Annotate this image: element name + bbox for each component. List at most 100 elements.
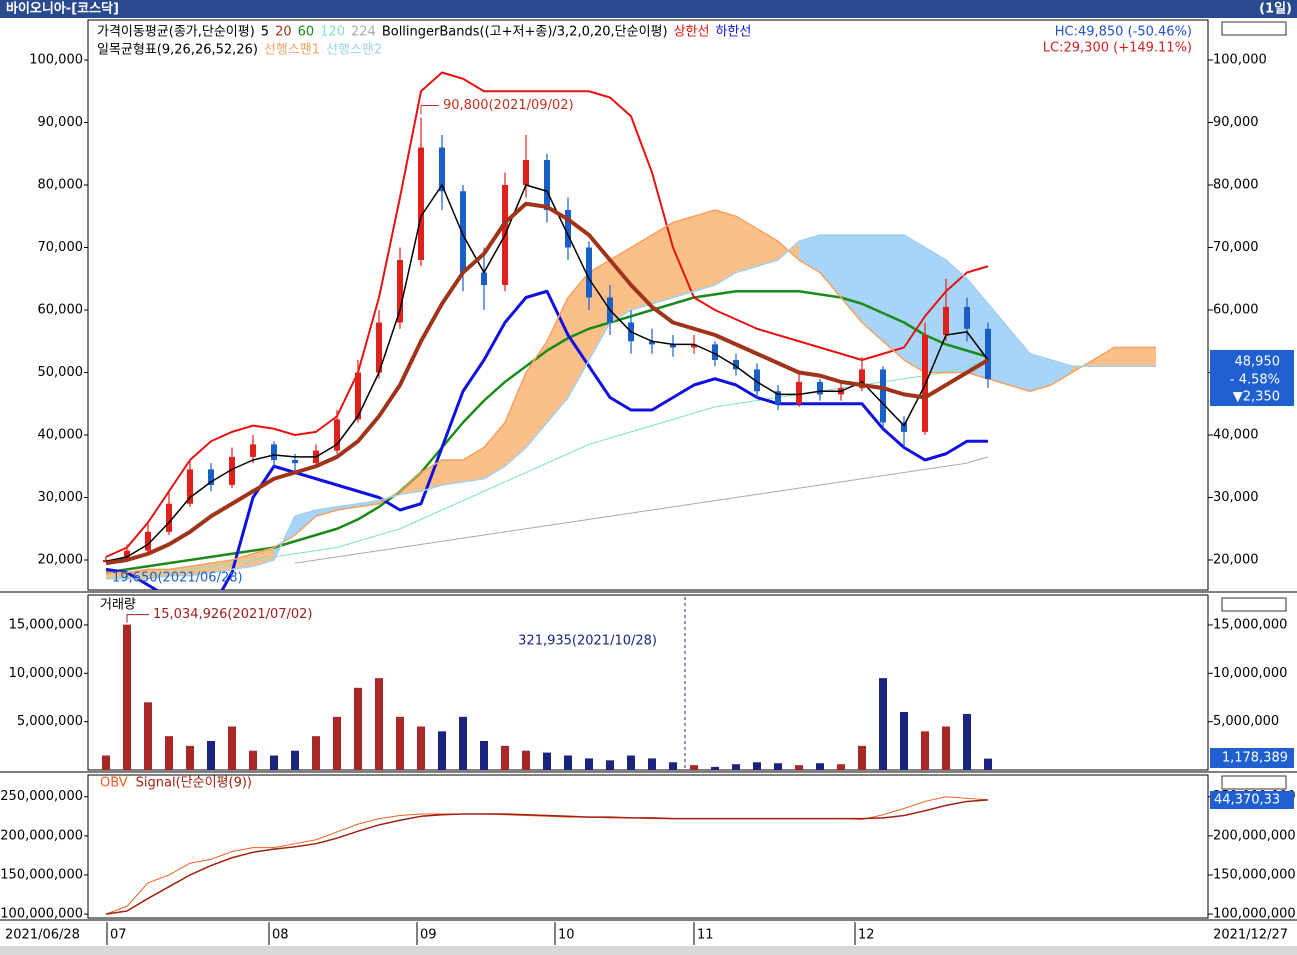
- volume-bar: [270, 755, 278, 770]
- y-tick-label: 10,000,000: [1213, 666, 1287, 681]
- candle-body: [397, 260, 403, 323]
- cloud: [505, 372, 526, 467]
- volume-bar: [354, 687, 362, 770]
- volume-bar: [858, 745, 866, 770]
- x-tick-label: 2021/12/27: [1213, 928, 1288, 943]
- cloud: [715, 210, 736, 285]
- volume-bar: [606, 760, 614, 770]
- legend-entry: 가격이동평균(종가,단순이평): [97, 25, 255, 40]
- volume-bar: [795, 765, 803, 770]
- candle-body: [439, 147, 445, 192]
- volume-bar: [837, 764, 845, 770]
- volume-bar: [816, 763, 824, 770]
- y-tick-label: 80,000: [38, 178, 84, 193]
- line: [105, 799, 989, 915]
- candle-body: [733, 360, 739, 370]
- price-plot: [103, 71, 1156, 590]
- candle-body: [964, 306, 970, 329]
- price-tag-text: ▼2,350: [1233, 390, 1280, 405]
- y-tick-label: 70,000: [1213, 240, 1259, 255]
- candle-body: [460, 191, 466, 273]
- y-tick-label: 5,000,000: [1213, 714, 1279, 729]
- cloud: [463, 447, 484, 482]
- annotation: 90,800(2021/09/02): [443, 98, 574, 113]
- y-tick-label: 15,000,000: [9, 617, 83, 632]
- y-tick-label: 200,000,000: [1213, 828, 1296, 843]
- candle-body: [376, 322, 382, 373]
- cloud: [904, 235, 925, 373]
- y-tick-label: 70,000: [38, 240, 84, 255]
- obv-plot: [105, 796, 989, 915]
- legend-entry: 120: [320, 25, 345, 40]
- volume-bar: [144, 702, 152, 770]
- volume-plot: [102, 624, 992, 770]
- line: [105, 71, 989, 558]
- y-tick-label: 100,000,000: [0, 907, 83, 922]
- volume-bar: [900, 711, 908, 770]
- cloud: [694, 210, 715, 292]
- y-tick-label: 15,000,000: [1213, 617, 1287, 632]
- y-tick-label: 60,000: [1213, 303, 1259, 318]
- value-tag: [1210, 791, 1294, 809]
- price-tag: [1210, 350, 1294, 406]
- obv-panel: [87, 774, 1209, 919]
- y-tick-label: 80,000: [1213, 178, 1259, 193]
- labels: 20,000 20,000 30,000 30,000 40,000 40,000 50,0…: [0, 25, 1296, 945]
- candle-body: [817, 381, 823, 395]
- candle-body: [754, 369, 760, 392]
- candle-body: [355, 372, 361, 420]
- x-tick-label: 09: [420, 928, 437, 943]
- cloud: [925, 247, 946, 373]
- candle-body: [145, 531, 151, 551]
- volume-bar: [501, 745, 509, 770]
- window-title: 바이오니아-[코스닥]: [6, 1, 119, 17]
- cloud: [526, 341, 547, 448]
- x-tick-label: 07: [110, 928, 127, 943]
- volume-bar: [879, 678, 887, 770]
- candle-body: [166, 503, 172, 532]
- y-tick-label: 100,000: [1213, 53, 1267, 68]
- cloud: [589, 260, 610, 360]
- volume-bar: [375, 678, 383, 770]
- x-tick-label: 10: [558, 928, 575, 943]
- candle-body: [271, 444, 277, 460]
- volume-bar: [921, 731, 929, 770]
- annotation: 15,034,926(2021/07/02): [153, 607, 313, 622]
- cloud: [358, 500, 379, 507]
- x-tick-label: 2021/06/28: [5, 928, 80, 943]
- y-tick-label: 200,000,000: [0, 828, 83, 843]
- legend-entry: 상한선: [674, 25, 710, 40]
- line: [105, 184, 989, 562]
- y-tick-label: 40,000: [38, 428, 84, 443]
- cloud: [1030, 353, 1051, 392]
- candle-body: [880, 369, 886, 423]
- candle-body: [586, 247, 592, 298]
- cloud: [1093, 347, 1114, 367]
- y-tick-label: 90,000: [1213, 115, 1259, 130]
- candle-body: [292, 460, 298, 464]
- line: [294, 456, 989, 564]
- volume-bar: [669, 762, 677, 770]
- price-tag-text: - 4.58%: [1230, 373, 1280, 388]
- legend-entry: Signal(단순이평(9)): [136, 776, 252, 791]
- legend-entry: 하한선: [715, 25, 751, 40]
- y-tick-label: 60,000: [38, 303, 84, 318]
- candle-body: [523, 160, 529, 185]
- legend-entry: 선행스팬2: [326, 42, 382, 58]
- title-bar: [0, 0, 1297, 18]
- legend-entry: BollingerBands((고+저+종)/3,2,0,20,단순이평): [382, 25, 668, 40]
- legend-entry: 60: [298, 25, 315, 40]
- candle-body: [418, 147, 424, 260]
- price-tag-text: 48,950: [1235, 355, 1281, 370]
- cloud: [337, 503, 358, 510]
- cloud: [652, 222, 673, 304]
- price-panel: [87, 19, 1209, 591]
- y-tick-label: 20,000: [1213, 553, 1259, 568]
- cloud: [841, 235, 862, 323]
- scrollbar[interactable]: [0, 946, 1297, 955]
- volume-bar: [942, 726, 950, 770]
- value-tag-text: 44,370,33: [1214, 793, 1280, 808]
- cloud: [1114, 347, 1135, 367]
- volume-bar: [396, 716, 404, 770]
- volume-bar: [480, 740, 488, 770]
